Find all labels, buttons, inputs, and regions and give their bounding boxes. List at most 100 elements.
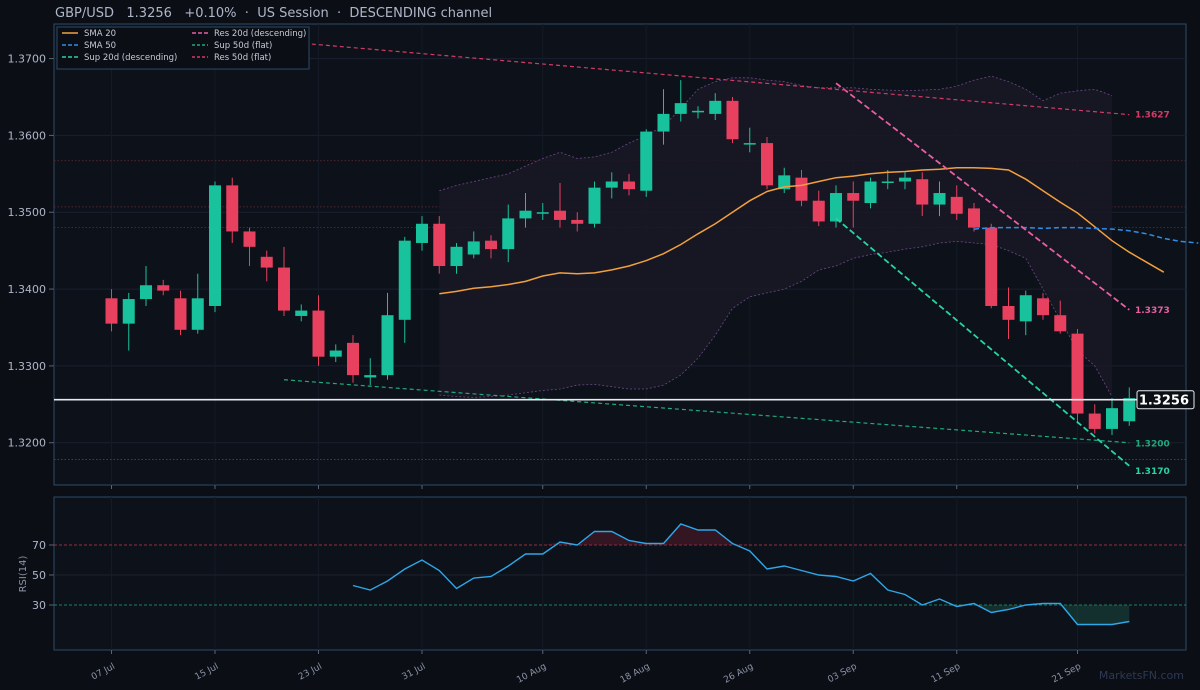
level-line <box>283 379 1130 444</box>
current-price-label: 1.3256 <box>1139 394 1189 409</box>
candle-body <box>519 210 532 219</box>
price-tick-label: 1.3200 <box>8 437 47 450</box>
channel-label: DESCENDING channel <box>349 6 493 21</box>
session-label: US Session <box>257 6 329 21</box>
candle-body <box>830 193 842 222</box>
candle-body <box>916 179 929 205</box>
candle-body <box>1054 315 1067 332</box>
candle-body <box>226 185 239 232</box>
time-tick-label: 07 Jul <box>90 662 117 683</box>
candle-body <box>502 218 515 250</box>
candle-body <box>899 177 911 182</box>
candle-body <box>1002 305 1015 320</box>
candle-body <box>709 100 722 114</box>
candle-body <box>674 103 687 114</box>
level-label: 1.3200 <box>1135 440 1170 450</box>
candle-body <box>295 310 308 316</box>
candle-body <box>778 175 791 190</box>
candle-body <box>467 241 480 255</box>
watermark: MarketsFN.com <box>1098 669 1184 682</box>
bollinger-fill <box>439 76 1112 398</box>
level-line <box>835 82 1130 311</box>
time-tick-label: 18 Aug <box>619 662 652 686</box>
rsi-tick-label: 50 <box>32 569 46 582</box>
candle-body <box>381 315 394 376</box>
legend-entry: SMA 20 <box>84 29 116 39</box>
rsi-panel <box>53 496 1187 651</box>
last-price: 1.3256 <box>126 6 172 21</box>
current-price-box <box>1136 390 1195 410</box>
rsi-overbought-fill <box>577 524 750 545</box>
level-label: 1.3373 <box>1135 306 1170 316</box>
candle-body <box>312 310 325 357</box>
rsi-tick-label: 70 <box>32 539 46 552</box>
legend-entry: Res 50d (flat) <box>214 53 271 63</box>
candle-body <box>864 181 877 204</box>
time-tick-label: 10 Aug <box>515 662 548 686</box>
candle-body <box>243 231 256 247</box>
candle-body <box>1019 295 1032 322</box>
rsi-tick-label: 30 <box>32 599 46 612</box>
rsi-line <box>352 523 1130 626</box>
rsi-oversold-fill <box>974 605 1026 613</box>
level-label: 1.3170 <box>1135 467 1170 477</box>
candle-body <box>812 200 825 222</box>
candle-body <box>536 212 549 214</box>
sma50-line <box>973 226 1199 244</box>
candle-body <box>1071 333 1084 414</box>
candle-body <box>985 227 998 306</box>
candle-body <box>157 285 170 291</box>
candle-body <box>329 350 342 357</box>
sma20-line <box>439 166 1165 295</box>
legend-box <box>56 26 310 70</box>
candle-body <box>174 298 187 330</box>
candle-body <box>640 131 653 191</box>
level-line <box>283 41 1130 116</box>
level-label: 1.3627 <box>1135 111 1170 121</box>
candle-body <box>1088 413 1101 429</box>
rsi-overbought-fill <box>542 542 578 545</box>
candle-body <box>416 223 428 243</box>
candle-body <box>795 177 808 201</box>
price-tick-label: 1.3300 <box>8 360 47 373</box>
candle-body <box>605 181 618 188</box>
candle-body <box>881 181 894 184</box>
price-tick-label: 1.3700 <box>8 53 47 66</box>
candle-body <box>726 100 739 140</box>
price-tick-label: 1.3500 <box>8 206 47 219</box>
candle-body <box>364 375 377 378</box>
price-tick-label: 1.3400 <box>8 283 47 296</box>
candle-body <box>623 181 635 190</box>
candle-body <box>588 187 601 224</box>
candle-body <box>950 196 963 214</box>
candle-body <box>347 342 359 376</box>
legend-entry: Sup 20d (descending) <box>84 53 177 63</box>
legend-entry: Sup 50d (flat) <box>214 41 272 51</box>
candle-body <box>657 113 670 132</box>
candle-body <box>433 223 446 267</box>
rsi-axis-label: RSI(14) <box>18 556 29 593</box>
time-tick-label: 21 Sep <box>1051 662 1084 686</box>
chart-header: GBP/USD 1.3256 +0.10% · US Session · DES… <box>55 6 493 21</box>
symbol: GBP/USD <box>55 6 114 21</box>
time-tick-label: 31 Jul <box>400 662 427 683</box>
time-tick-label: 26 Aug <box>722 662 755 686</box>
price-tick-label: 1.3600 <box>8 129 47 142</box>
candle-body <box>743 143 756 145</box>
candle-body <box>278 267 290 311</box>
time-tick-label: 23 Jul <box>297 662 324 683</box>
candle-body <box>122 299 135 324</box>
rsi-oversold-fill <box>1060 605 1130 625</box>
candle-body <box>140 285 152 300</box>
candle-body <box>191 298 204 330</box>
bollinger-lower <box>439 240 1113 398</box>
candle-body <box>1123 398 1136 422</box>
candle-body <box>209 185 221 306</box>
candle-body <box>398 240 411 320</box>
candle-body <box>847 193 860 201</box>
candle-body <box>968 208 980 228</box>
price-change: +0.10% <box>184 6 237 21</box>
candle-body <box>761 143 773 186</box>
candle-body <box>485 240 497 250</box>
level-line <box>835 217 1130 467</box>
